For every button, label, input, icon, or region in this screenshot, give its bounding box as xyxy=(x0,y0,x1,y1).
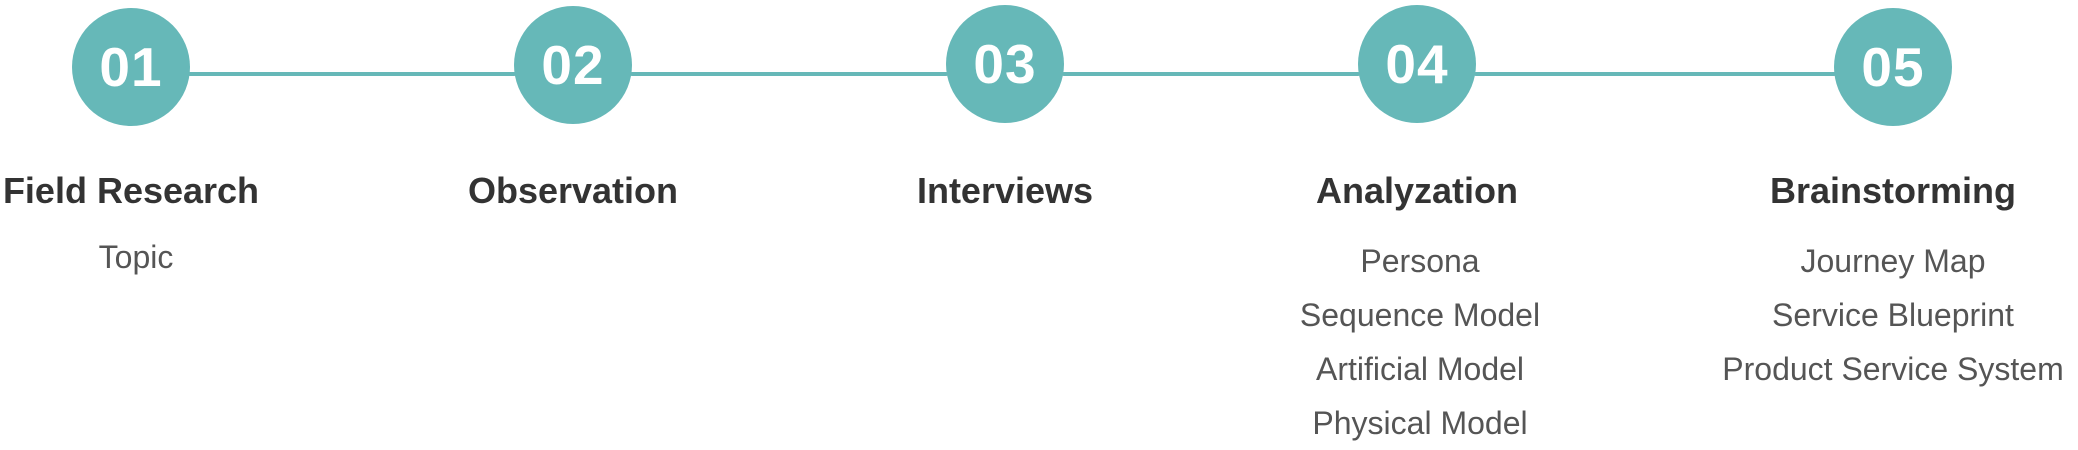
step-brainstorming: 05 Brainstorming Journey Map Service Blu… xyxy=(1703,0,2078,444)
step-item: Service Blueprint xyxy=(1772,297,2014,333)
step-title: Observation xyxy=(467,170,679,211)
step-number-badge: 05 xyxy=(1834,8,1952,126)
step-item: Persona xyxy=(1360,243,1480,279)
step-field-research: 01 Field Research Topic xyxy=(0,0,321,444)
step-item: Journey Map xyxy=(1800,243,1986,279)
step-title: Analyzation xyxy=(1315,170,1519,211)
step-item: Physical Model xyxy=(1312,405,1528,441)
step-item: Product Service System xyxy=(1722,351,2064,387)
connector-01-02 xyxy=(188,72,516,76)
step-items: Topic xyxy=(0,230,321,284)
step-item: Topic xyxy=(98,239,174,275)
connector-04-05 xyxy=(1474,72,1836,76)
connector-02-03 xyxy=(630,72,948,76)
step-items: Persona Sequence Model Artificial Model … xyxy=(1227,234,1607,450)
step-observation: 02 Observation xyxy=(383,0,763,444)
step-title: Field Research xyxy=(2,170,260,211)
step-analyzation: 04 Analyzation Persona Sequence Model Ar… xyxy=(1227,0,1607,444)
step-item: Sequence Model xyxy=(1299,297,1541,333)
step-title: Interviews xyxy=(916,170,1094,211)
step-interviews: 03 Interviews xyxy=(815,0,1195,444)
step-items: Journey Map Service Blueprint Product Se… xyxy=(1703,234,2078,396)
step-item: Artificial Model xyxy=(1315,351,1525,387)
step-title: Brainstorming xyxy=(1769,170,2017,211)
step-number-badge: 02 xyxy=(514,6,632,124)
step-number-badge: 04 xyxy=(1358,5,1476,123)
connector-03-04 xyxy=(1062,72,1360,76)
step-number-badge: 01 xyxy=(72,8,190,126)
step-number-badge: 03 xyxy=(946,5,1064,123)
